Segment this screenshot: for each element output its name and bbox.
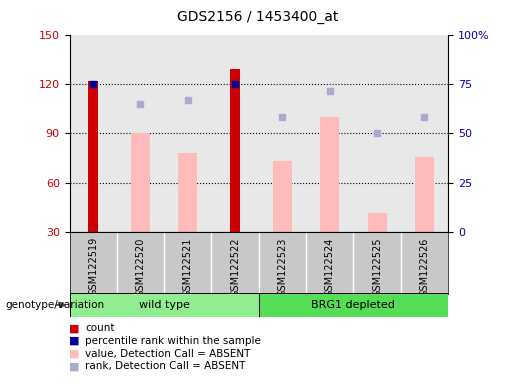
Text: genotype/variation: genotype/variation [5,300,104,310]
Text: GSM122520: GSM122520 [135,237,146,296]
Text: rank, Detection Call = ABSENT: rank, Detection Call = ABSENT [85,361,245,371]
Bar [70,293,259,317]
Bar [131,134,150,232]
Bar [368,213,387,232]
Text: GSM122519: GSM122519 [88,237,98,296]
Bar [320,117,339,232]
Text: ■: ■ [70,336,80,346]
Bar [178,153,197,232]
Bar [259,293,448,317]
Text: GSM122524: GSM122524 [325,237,335,296]
Text: value, Detection Call = ABSENT: value, Detection Call = ABSENT [85,349,250,359]
Bar [88,81,98,232]
Text: GSM122526: GSM122526 [419,237,430,296]
Bar [230,69,241,232]
Text: GSM122521: GSM122521 [183,237,193,296]
Text: GSM122522: GSM122522 [230,237,240,297]
Text: count: count [85,323,114,333]
Text: ■: ■ [70,361,80,371]
Text: ■: ■ [70,323,80,333]
Text: percentile rank within the sample: percentile rank within the sample [85,336,261,346]
Bar [273,161,292,232]
Text: GSM122523: GSM122523 [278,237,287,296]
Text: GSM122525: GSM122525 [372,237,382,297]
Bar [415,157,434,232]
Text: BRG1 depleted: BRG1 depleted [312,300,396,310]
Text: wild type: wild type [139,300,190,310]
Text: GDS2156 / 1453400_at: GDS2156 / 1453400_at [177,10,338,23]
Text: ■: ■ [70,349,80,359]
